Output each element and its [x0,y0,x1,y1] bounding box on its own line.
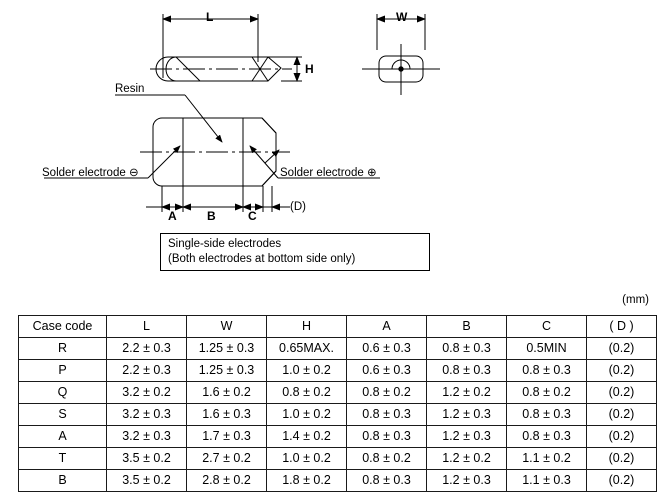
dimension-label-a: A [168,209,177,223]
cell-d: (0.2) [586,359,657,382]
cell-w: 1.25 ± 0.3 [186,337,267,360]
cell-w: 1.7 ± 0.3 [186,425,267,448]
cell-c: 0.8 ± 0.2 [506,381,587,404]
column-header-case-code: Case code [18,315,107,338]
cell-h: 0.65MAX. [266,337,347,360]
cell-w: 2.7 ± 0.2 [186,447,267,470]
table-row: Q 3.2 ± 0.2 1.6 ± 0.2 0.8 ± 0.2 0.8 ± 0.2 1.2… [18,381,657,404]
cell-l: 2.2 ± 0.3 [106,359,187,382]
column-header-w: W [186,315,267,338]
cell-c: 0.5MIN [506,337,587,360]
dimension-table: Case code L W H A B C( D ) R 2.2 ± 0.3 1.25 ± 0.… [18,315,657,492]
cell-l: 3.5 ± 0.2 [106,469,187,492]
cell-case-code: B [18,469,107,492]
cell-d: (0.2) [586,447,657,470]
cell-c: 0.8 ± 0.3 [506,359,587,382]
cell-c: 0.8 ± 0.3 [506,403,587,426]
cell-b: 0.8 ± 0.3 [426,337,507,360]
cell-l: 3.5 ± 0.2 [106,447,187,470]
cell-h: 1.4 ± 0.2 [266,425,347,448]
cell-a: 0.6 ± 0.3 [346,359,427,382]
cell-h: 1.0 ± 0.2 [266,403,347,426]
cell-d: (0.2) [586,403,657,426]
cell-a: 0.8 ± 0.3 [346,403,427,426]
dimension-label-h: H [305,62,314,76]
cell-a: 0.8 ± 0.2 [346,447,427,470]
table-row: A 3.2 ± 0.3 1.7 ± 0.3 1.4 ± 0.2 0.8 ± 0.3 1.2… [18,425,657,448]
cell-d: (0.2) [586,381,657,404]
dimension-label-c: C [248,209,257,223]
cell-b: 1.2 ± 0.3 [426,403,507,426]
cell-h: 1.0 ± 0.2 [266,447,347,470]
resin-label: Resin [115,83,145,95]
table-row: T 3.5 ± 0.2 2.7 ± 0.2 1.0 ± 0.2 0.8 ± 0.2 1.2… [18,447,657,470]
column-header-d: ( D ) [586,315,657,338]
table-row: R 2.2 ± 0.3 1.25 ± 0.3 0.65MAX. 0.6 ± 0.3 0.8… [18,337,657,360]
cell-l: 2.2 ± 0.3 [106,337,187,360]
solder-electrode-negative-label: Solder electrode ⊖ [42,167,139,179]
note-line-1: Single-side electrodes [168,238,282,250]
solder-electrode-positive-label: Solder electrode ⊕ [280,167,377,179]
cell-w: 2.8 ± 0.2 [186,469,267,492]
note-line-2: (Both electrodes at bottom side only) [168,253,356,265]
cell-c: 0.8 ± 0.3 [506,425,587,448]
cell-w: 1.25 ± 0.3 [186,359,267,382]
cell-b: 0.8 ± 0.3 [426,359,507,382]
table-header-row: Case code L W H A B C( D ) [18,315,657,338]
cell-case-code: A [18,425,107,448]
dimension-label-w: W [396,10,408,24]
column-header-b: B [426,315,507,338]
cell-w: 1.6 ± 0.3 [186,403,267,426]
cell-b: 1.2 ± 0.2 [426,447,507,470]
cell-l: 3.2 ± 0.2 [106,381,187,404]
cell-b: 1.2 ± 0.3 [426,425,507,448]
cell-case-code: Q [18,381,107,404]
cell-h: 1.8 ± 0.2 [266,469,347,492]
cell-b: 1.2 ± 0.3 [426,469,507,492]
table-row: B 3.5 ± 0.2 2.8 ± 0.2 1.8 ± 0.2 0.8 ± 0.3 1.2… [18,469,657,492]
cell-h: 1.0 ± 0.2 [266,359,347,382]
cell-w: 1.6 ± 0.2 [186,381,267,404]
cell-d: (0.2) [586,469,657,492]
cell-case-code: R [18,337,107,360]
package-outline-drawing: L H W Resin Solder electrode ⊖ Solder el… [42,10,440,223]
cell-a: 0.8 ± 0.3 [346,469,427,492]
units-label: (mm) [622,294,649,306]
dimension-label-l: L [206,10,214,24]
cell-a: 0.8 ± 0.2 [346,381,427,404]
table-row: P 2.2 ± 0.3 1.25 ± 0.3 1.0 ± 0.2 0.6 ± 0.3 0.… [18,359,657,382]
cell-c: 1.1 ± 0.3 [506,469,587,492]
cell-l: 3.2 ± 0.3 [106,425,187,448]
cell-l: 3.2 ± 0.3 [106,403,187,426]
cell-case-code: P [18,359,107,382]
dimension-label-d: (D) [290,201,306,213]
cell-h: 0.8 ± 0.2 [266,381,347,404]
cell-case-code: S [18,403,107,426]
cell-b: 1.2 ± 0.2 [426,381,507,404]
cell-c: 1.1 ± 0.2 [506,447,587,470]
column-header-a: A [346,315,427,338]
cell-a: 0.8 ± 0.3 [346,425,427,448]
dimension-label-b: B [207,209,216,223]
column-header-l: L [106,315,187,338]
cell-d: (0.2) [586,425,657,448]
column-header-c: C [506,315,587,338]
cell-case-code: T [18,447,107,470]
cell-d: (0.2) [586,337,657,360]
electrode-note-box: Single-side electrodes (Both electrodes … [160,233,430,271]
column-header-h: H [266,315,347,338]
table-row: S 3.2 ± 0.3 1.6 ± 0.3 1.0 ± 0.2 0.8 ± 0.3 1.2… [18,403,657,426]
cell-a: 0.6 ± 0.3 [346,337,427,360]
table-body: R 2.2 ± 0.3 1.25 ± 0.3 0.65MAX. 0.6 ± 0.3 0.8… [18,337,657,492]
drawing-canvas [44,14,440,212]
